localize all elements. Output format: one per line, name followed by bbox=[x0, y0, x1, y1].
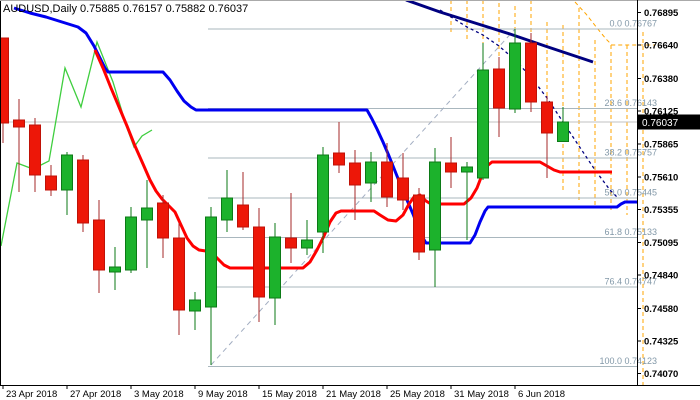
price-axis-label: 0.76895 bbox=[644, 8, 679, 19]
date-axis-label: 6 Jun 2018 bbox=[518, 389, 565, 400]
candle-body bbox=[13, 119, 25, 128]
candle-body bbox=[413, 194, 425, 253]
date-axis-label: 9 May 2018 bbox=[198, 389, 248, 400]
price-axis-label: 0.74070 bbox=[644, 369, 678, 380]
candle-body bbox=[365, 161, 377, 184]
price-axis-label: 0.74580 bbox=[644, 304, 678, 315]
date-axis-label: 21 May 2018 bbox=[326, 389, 381, 400]
price-axis-label: 0.76380 bbox=[644, 74, 678, 85]
candle-body bbox=[285, 237, 297, 249]
price-axis-label: 0.75865 bbox=[644, 140, 679, 151]
trendline-dashed bbox=[210, 28, 516, 366]
fib-level-label: 100.0 0.74123 bbox=[599, 356, 657, 366]
price-axis-label: 0.75355 bbox=[644, 205, 679, 216]
fib-level-label: 61.8 0.75133 bbox=[604, 227, 657, 237]
chart-title: AUDUSD,Daily 0.75885 0.76157 0.75882 0.7… bbox=[3, 3, 248, 15]
candle-body bbox=[445, 162, 457, 173]
fib-level-label: 23.6 0.76143 bbox=[604, 98, 657, 108]
candle-body bbox=[301, 239, 313, 249]
candle-body bbox=[221, 197, 233, 221]
candle-body bbox=[397, 177, 409, 201]
fib-level-label: 38.2 0.75757 bbox=[604, 147, 657, 157]
candle-body bbox=[93, 219, 105, 271]
candle-body bbox=[509, 42, 521, 110]
candle-body bbox=[541, 101, 553, 134]
fib-level-label: 0.0 0.76767 bbox=[609, 19, 657, 29]
current-price-badge: 0.76037 bbox=[637, 114, 700, 130]
cloud-upper-boundary bbox=[574, 1, 655, 46]
candle-body bbox=[269, 236, 281, 299]
date-axis-label: 3 May 2018 bbox=[134, 389, 184, 400]
fibonacci-trendline bbox=[210, 28, 516, 366]
date-axis-label: 15 May 2018 bbox=[262, 389, 317, 400]
candle-body bbox=[333, 152, 345, 166]
fib-level-label: 50.0 0.75445 bbox=[604, 187, 657, 197]
date-axis-label: 31 May 2018 bbox=[454, 389, 509, 400]
candle-body bbox=[45, 175, 57, 191]
price-badge-bg bbox=[637, 114, 700, 130]
price-axis-label: 0.76125 bbox=[644, 107, 679, 118]
candle-body bbox=[109, 266, 121, 273]
candle-body bbox=[205, 216, 217, 308]
candle-body bbox=[429, 161, 441, 251]
candle-body bbox=[381, 161, 393, 198]
tenkan-sen-line bbox=[93, 49, 612, 270]
price-axis-label: 0.75610 bbox=[644, 172, 678, 183]
candle-body bbox=[493, 68, 505, 109]
date-axis-label: 25 May 2018 bbox=[390, 389, 445, 400]
candle-body bbox=[61, 154, 73, 191]
candle-body bbox=[189, 299, 201, 312]
candle-body bbox=[477, 69, 489, 179]
candle-body bbox=[461, 166, 473, 173]
price-axis-label: 0.74840 bbox=[644, 271, 678, 282]
candle-body bbox=[349, 162, 361, 186]
price-axis-label: 0.75095 bbox=[644, 238, 679, 249]
candle-body bbox=[141, 207, 153, 221]
candle-body bbox=[253, 226, 265, 298]
candle-body bbox=[237, 204, 249, 228]
candle-body bbox=[557, 121, 569, 143]
fib-level-label: 76.4 0.74747 bbox=[604, 276, 657, 286]
senkou-span-b-line bbox=[405, 0, 594, 64]
candlesticks bbox=[0, 29, 569, 366]
candle-body bbox=[157, 202, 169, 239]
price-badge-value: 0.76037 bbox=[642, 118, 679, 129]
candle-body bbox=[525, 42, 537, 103]
candle-body bbox=[173, 237, 185, 311]
price-axis-label: 0.74325 bbox=[644, 336, 679, 347]
candle-body bbox=[125, 216, 137, 271]
price-axis-label: 0.76640 bbox=[644, 41, 678, 52]
candle-body bbox=[77, 159, 89, 224]
kijun-sen-line bbox=[13, 6, 637, 245]
candle-body bbox=[29, 124, 41, 176]
candle-body bbox=[0, 37, 9, 124]
date-axis-label: 23 Apr 2018 bbox=[6, 389, 57, 400]
candle-body bbox=[317, 154, 329, 233]
date-axis-label: 27 Apr 2018 bbox=[70, 389, 121, 400]
